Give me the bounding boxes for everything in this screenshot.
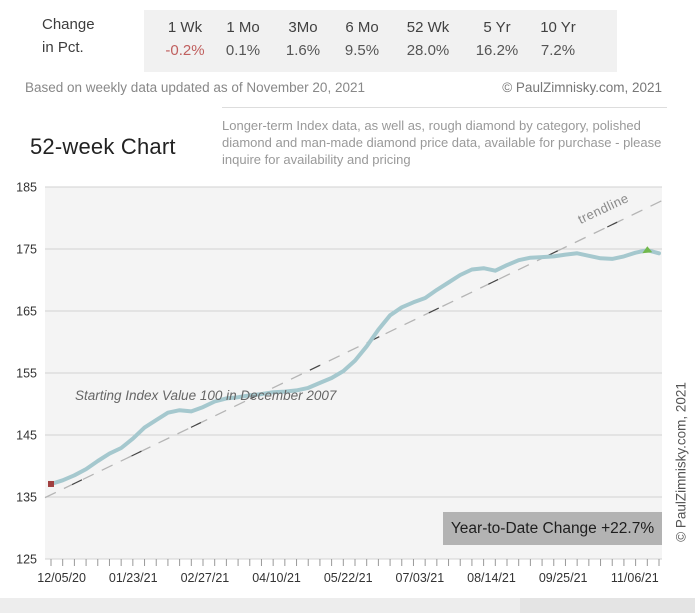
stat-value: 28.0% bbox=[406, 42, 450, 59]
vertical-watermark: © PaulZimnisky.com, 2021 bbox=[673, 382, 689, 542]
stat-value: 0.1% bbox=[225, 42, 261, 59]
stat-col-3mo: 3Mo 1.6% bbox=[268, 10, 338, 59]
stats-panel: 1 Wk -0.2% 1 Mo 0.1% 3Mo 1.6% 6 Mo 9.5% … bbox=[144, 10, 617, 72]
stat-label: 1 Wk bbox=[167, 19, 203, 36]
svg-text:175: 175 bbox=[16, 243, 37, 257]
stat-label: 6 Mo bbox=[345, 19, 379, 36]
stat-value: 7.2% bbox=[540, 42, 576, 59]
stat-col-6mo: 6 Mo 9.5% bbox=[327, 10, 397, 59]
svg-text:11/06/21: 11/06/21 bbox=[611, 571, 659, 585]
copyright-note: © PaulZimnisky.com, 2021 bbox=[502, 80, 662, 95]
stat-label: 52 Wk bbox=[406, 19, 450, 36]
stat-value: -0.2% bbox=[165, 42, 205, 59]
stat-label: 10 Yr bbox=[540, 19, 576, 36]
svg-text:02/27/21: 02/27/21 bbox=[181, 571, 230, 585]
chart-annotation: Starting Index Value 100 in December 200… bbox=[75, 388, 337, 403]
svg-text:12/05/20: 12/05/20 bbox=[37, 571, 86, 585]
svg-text:145: 145 bbox=[16, 429, 37, 443]
svg-text:07/03/21: 07/03/21 bbox=[396, 571, 445, 585]
svg-text:135: 135 bbox=[16, 491, 37, 505]
stat-col-52wk: 52 Wk 28.0% bbox=[393, 10, 463, 59]
updated-note: Based on weekly data updated as of Novem… bbox=[25, 80, 365, 95]
ytd-change-badge: Year-to-Date Change +22.7% bbox=[443, 512, 662, 545]
purchase-description: Longer-term Index data, as well as, roug… bbox=[222, 107, 667, 168]
stat-value: 9.5% bbox=[344, 42, 380, 59]
change-label-line1: Change bbox=[42, 16, 95, 33]
svg-text:05/22/21: 05/22/21 bbox=[324, 571, 373, 585]
stat-col-1mo: 1 Mo 0.1% bbox=[208, 10, 278, 59]
bottom-band-right bbox=[520, 598, 695, 613]
stat-value: 1.6% bbox=[285, 42, 321, 59]
stat-col-10yr: 10 Yr 7.2% bbox=[523, 10, 593, 59]
svg-text:04/10/21: 04/10/21 bbox=[252, 571, 301, 585]
change-in-pct-label: Change in Pct. bbox=[42, 13, 95, 59]
stat-col-1wk: 1 Wk -0.2% bbox=[150, 10, 220, 59]
stat-label: 1 Mo bbox=[226, 19, 260, 36]
svg-text:125: 125 bbox=[16, 553, 37, 567]
stat-col-5yr: 5 Yr 16.2% bbox=[462, 10, 532, 59]
change-label-line2: in Pct. bbox=[42, 39, 84, 56]
svg-text:09/25/21: 09/25/21 bbox=[539, 571, 588, 585]
stat-value: 16.2% bbox=[475, 42, 519, 59]
chart-area: 185 175 165 155 145 135 125 12/05/20 01/23/21 02/… bbox=[0, 180, 695, 613]
svg-text:08/14/21: 08/14/21 bbox=[467, 571, 516, 585]
svg-text:01/23/21: 01/23/21 bbox=[109, 571, 158, 585]
svg-text:155: 155 bbox=[16, 367, 37, 381]
page-title: 52-week Chart bbox=[30, 134, 176, 159]
stat-label: 5 Yr bbox=[483, 19, 511, 36]
svg-text:185: 185 bbox=[16, 181, 37, 195]
svg-text:165: 165 bbox=[16, 305, 37, 319]
stat-label: 3Mo bbox=[288, 19, 318, 36]
